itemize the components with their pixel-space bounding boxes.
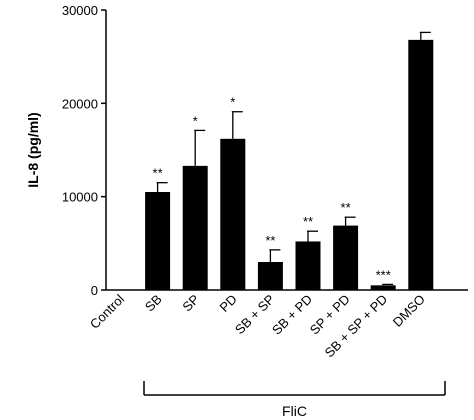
bar bbox=[408, 39, 434, 290]
y-tick-label: 0 bbox=[91, 283, 98, 298]
bar bbox=[145, 192, 171, 290]
significance-label: ** bbox=[303, 214, 313, 229]
bar bbox=[295, 241, 321, 290]
group-label: FliC bbox=[282, 403, 307, 419]
group-bracket: FliC bbox=[143, 381, 446, 419]
chart-axes: 0 10000 20000 30000 bbox=[62, 3, 468, 298]
bars-layer bbox=[145, 31, 434, 290]
significance-label: *** bbox=[376, 267, 391, 282]
x-tick-label: SB bbox=[142, 292, 165, 315]
y-tick-label: 20000 bbox=[62, 96, 98, 111]
x-tick-label: DMSO bbox=[390, 292, 428, 330]
y-axis-label: IL-8 (pg/ml) bbox=[25, 112, 41, 187]
x-tick-label: PD bbox=[217, 292, 240, 315]
significance-label: * bbox=[193, 113, 198, 128]
bar bbox=[182, 165, 208, 290]
labels-layer: Control**SB*SP*PD**SB + SP**SB + PD**SP … bbox=[87, 95, 428, 360]
bar bbox=[220, 138, 246, 290]
y-tick-label: 10000 bbox=[62, 190, 98, 205]
bar bbox=[257, 262, 283, 290]
x-tick-label: SB + SP bbox=[232, 292, 278, 338]
y-tick-label: 30000 bbox=[62, 3, 98, 18]
significance-label: ** bbox=[153, 166, 163, 181]
bar bbox=[370, 285, 396, 290]
bar bbox=[333, 225, 359, 290]
significance-label: * bbox=[230, 95, 235, 110]
x-tick-label: SB + PD bbox=[269, 292, 315, 338]
significance-label: ** bbox=[341, 200, 351, 215]
significance-label: ** bbox=[265, 233, 275, 248]
x-tick-label: SP bbox=[179, 292, 202, 315]
